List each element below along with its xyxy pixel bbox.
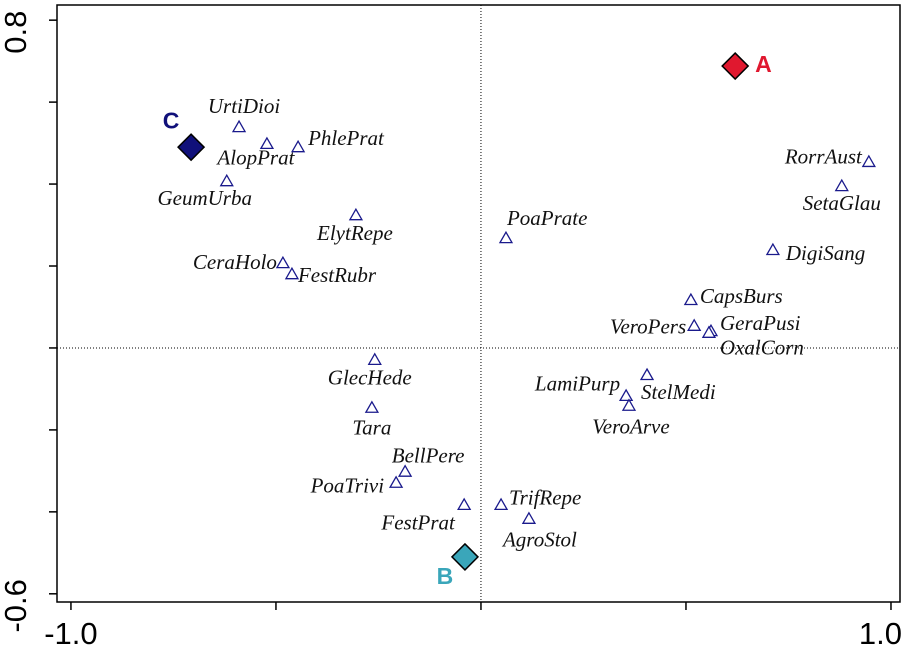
species-point: [284, 266, 300, 280]
species-label: GeumUrba: [157, 186, 252, 210]
species-label: VeroPers: [610, 315, 686, 339]
sample-point: [177, 133, 206, 162]
species-point: [618, 388, 634, 402]
species-label: AgroStol: [501, 528, 577, 552]
sample-point: [721, 51, 750, 81]
species-label: LamiPurp: [534, 372, 620, 396]
species-label: GeraPusi: [720, 311, 801, 335]
species-point: [457, 497, 472, 511]
species-point: [683, 292, 699, 306]
species-label: TrifRepe: [509, 486, 581, 510]
species-point: [701, 325, 717, 338]
species-label: CapsBurs: [700, 284, 783, 308]
species-label: PoaPrate: [506, 206, 587, 230]
species-point: [687, 318, 702, 331]
species-label: VeroArve: [592, 415, 669, 439]
species-point: [367, 352, 382, 365]
species-point: [364, 400, 380, 413]
species-label: PhlePrat: [307, 126, 385, 150]
x-tick-label: 1.0: [859, 616, 902, 651]
species-label: ElytRepe: [316, 221, 393, 245]
species-point: [834, 178, 849, 192]
species-point: [219, 173, 234, 187]
species-point: [765, 242, 781, 256]
species-point: [861, 154, 876, 168]
species-point: [348, 207, 364, 221]
species-point: [397, 464, 413, 477]
species-point: [290, 139, 306, 153]
species-label: FestPrat: [380, 511, 456, 535]
sample-label: B: [437, 563, 454, 589]
species-label: PoaTrivi: [310, 474, 385, 498]
species-label: SetaGlau: [803, 191, 881, 215]
plot-frame: [56, 4, 901, 603]
species-point: [388, 475, 404, 488]
species-label: StelMedi: [641, 380, 716, 404]
species-point: [275, 255, 291, 269]
sample-label: C: [163, 107, 180, 133]
species-label: CeraHolo: [193, 250, 277, 274]
species-label: OxalCorn: [720, 336, 804, 360]
species-point: [639, 367, 655, 381]
species-point: [231, 119, 247, 133]
y-tick-label: -0.6: [0, 579, 33, 632]
species-point: [621, 398, 637, 411]
species-label: DigiSang: [785, 241, 865, 265]
species-point: [259, 136, 275, 150]
sample-label: A: [755, 51, 772, 77]
sample-point: [450, 542, 480, 571]
species-label: AlopPrat: [215, 146, 295, 170]
species-label: BellPere: [392, 444, 465, 468]
species-point: [493, 497, 509, 511]
species-point: [498, 230, 514, 244]
species-label: UrtiDioi: [208, 94, 281, 118]
y-tick-label: 0.8: [0, 11, 33, 54]
species-label: Tara: [352, 416, 391, 440]
species-label: GlecHede: [328, 366, 412, 390]
x-tick-label: -1.0: [44, 616, 97, 651]
species-label: FestRubr: [297, 263, 377, 287]
species-point: [521, 511, 537, 524]
species-label: RorrAust: [784, 145, 863, 169]
